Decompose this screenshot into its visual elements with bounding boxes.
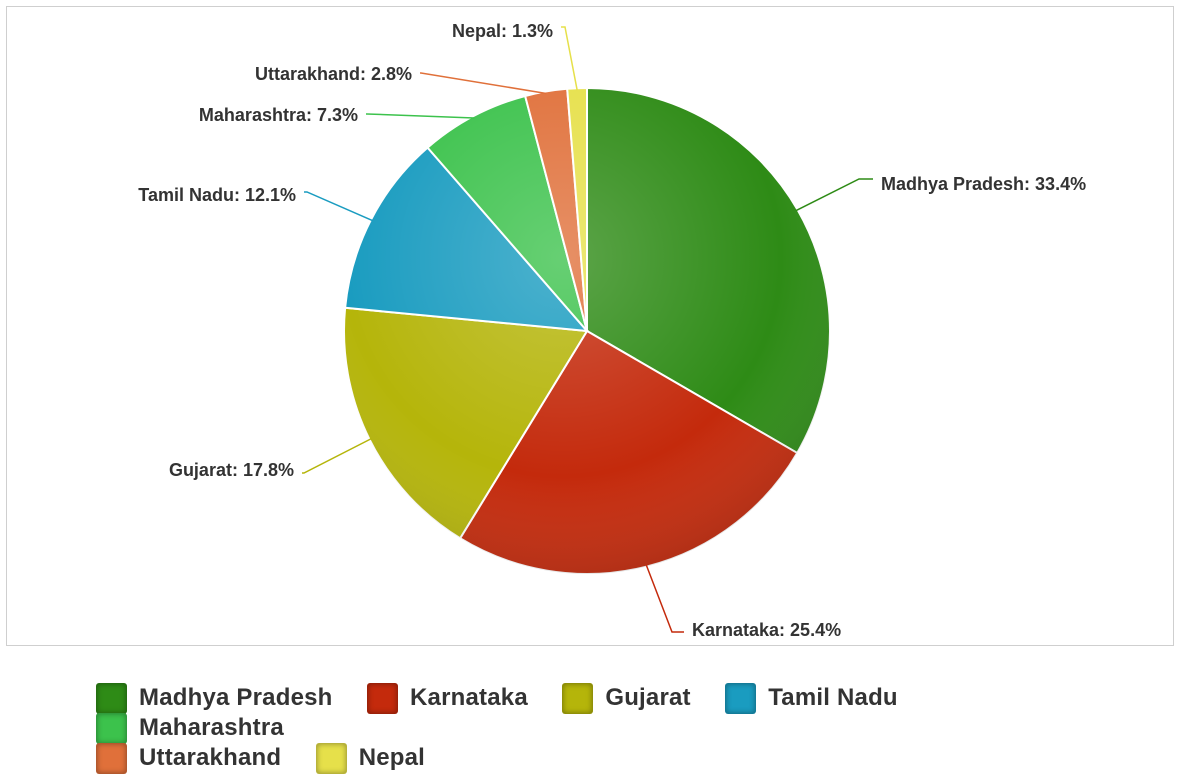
legend-item-tamil-nadu[interactable]: Tamil Nadu <box>725 682 898 714</box>
leader-line <box>304 191 374 222</box>
legend-label: Karnataka <box>410 684 528 711</box>
legend-label: Gujarat <box>605 684 691 711</box>
legend-swatch <box>315 742 347 774</box>
leader-line <box>366 113 475 119</box>
legend-swatch <box>96 742 127 774</box>
legend-item-karnataka[interactable]: Karnataka <box>367 682 528 714</box>
slice-label: Tamil Nadu: 12.1% <box>138 185 296 205</box>
slice-label: Nepal: 1.3% <box>452 21 553 41</box>
chart-legend: Madhya Pradesh Karnataka Gujarat Tamil N… <box>96 682 1136 774</box>
legend-item-maharashtra[interactable]: Maharashtra <box>96 712 284 744</box>
leader-line <box>645 564 684 633</box>
slice-label: Gujarat: 17.8% <box>169 460 294 480</box>
legend-swatch <box>367 682 398 714</box>
legend-item-uttarakhand[interactable]: Uttarakhand <box>96 742 282 774</box>
legend-item-nepal[interactable]: Nepal <box>315 742 426 774</box>
legend-swatch <box>562 682 594 714</box>
legend-item-gujarat[interactable]: Gujarat <box>562 682 691 714</box>
leader-line <box>561 26 578 91</box>
legend-label: Nepal <box>358 744 426 771</box>
slice-label: Karnataka: 25.4% <box>692 620 841 640</box>
slice-label: Maharashtra: 7.3% <box>199 105 358 125</box>
leader-line <box>420 72 547 95</box>
legend-label: Tamil Nadu <box>768 684 898 711</box>
leader-line <box>302 437 372 474</box>
legend-swatch <box>96 682 127 714</box>
legend-swatch <box>96 712 127 744</box>
pie-chart: Madhya Pradesh: 33.4% Karnataka: 25.4% Guj… <box>138 21 1086 640</box>
chart-frame: Madhya Pradesh: 33.4% Karnataka: 25.4% Guj… <box>6 6 1174 646</box>
leader-line <box>795 178 873 212</box>
legend-swatch <box>725 682 757 714</box>
slice-label: Uttarakhand: 2.8% <box>255 64 412 84</box>
legend-label: Maharashtra <box>139 714 284 741</box>
legend-item-madhya-pradesh[interactable]: Madhya Pradesh <box>96 682 333 714</box>
slice-label: Madhya Pradesh: 33.4% <box>881 174 1086 194</box>
legend-label: Madhya Pradesh <box>139 684 333 711</box>
legend-label: Uttarakhand <box>139 744 282 771</box>
